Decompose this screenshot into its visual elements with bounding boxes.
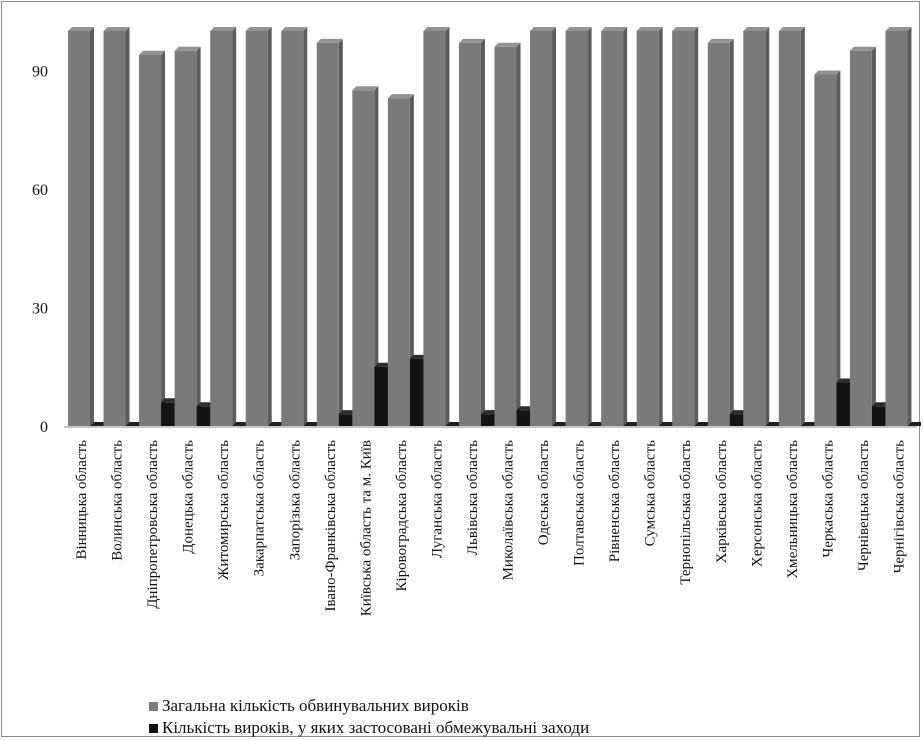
x-category-label-19: Харківська область	[714, 440, 730, 564]
x-category-label-17: Сумська область	[643, 440, 659, 547]
legend-item-restrictive-measures: Кількість вироків, у яких застосовані об…	[149, 718, 589, 738]
bar-restrictive-24	[907, 422, 921, 426]
bar-total-14	[530, 27, 557, 426]
legend-label-total-verdicts: Загальна кількість обвинувальних вироків	[162, 696, 469, 715]
x-category-label-7: Запорізька область	[287, 440, 303, 561]
bar-restrictive-17	[658, 422, 677, 426]
bar-total-12	[458, 38, 485, 426]
bar-total-15	[565, 27, 592, 426]
y-tick-label-30: 30	[32, 301, 48, 318]
y-tick-label-0: 0	[40, 419, 48, 436]
legend-swatch-restrictive-measures	[149, 723, 158, 733]
legend-label-restrictive-measures: Кількість вироків, у яких застосовані об…	[162, 718, 590, 737]
x-category-label-2: Волинська область	[110, 440, 126, 561]
bar-restrictive-21	[800, 422, 819, 426]
bar-total-18	[672, 27, 699, 426]
bar-restrictive-5	[232, 422, 251, 426]
bar-total-17	[636, 27, 663, 426]
bar-total-7	[281, 27, 308, 426]
legend-swatch-total-verdicts	[149, 701, 158, 711]
x-category-label-11: Луганська область	[429, 440, 445, 558]
bar-restrictive-16	[623, 422, 642, 426]
x-category-label-1: Вінницька область	[74, 440, 90, 560]
x-category-label-23: Чернівецька область	[856, 440, 872, 571]
bar-total-20	[743, 27, 770, 426]
bar-restrictive-20	[765, 422, 784, 426]
bar-total-21	[778, 27, 805, 426]
x-category-label-9: Київська область та м. Київ	[358, 440, 374, 616]
bar-restrictive-11	[445, 422, 464, 426]
x-category-label-16: Рівненська область	[607, 440, 623, 562]
bar-total-8	[316, 38, 343, 426]
x-category-label-13: Миколаївська область	[501, 440, 517, 581]
y-tick-label-60: 60	[32, 182, 48, 199]
bar-total-3	[139, 50, 166, 426]
x-category-label-18: Тернопільська область	[678, 440, 694, 585]
x-category-label-22: Черкаська область	[820, 440, 836, 558]
bar-restrictive-1	[90, 422, 108, 426]
x-category-label-24: Чернігівська область	[891, 440, 907, 573]
x-category-label-21: Хмельницька область	[785, 440, 801, 579]
bar-restrictive-7	[303, 422, 322, 426]
x-category-label-15: Полтавська область	[572, 440, 588, 566]
bar-total-4	[174, 46, 201, 426]
x-category-label-5: Житомирська область	[216, 440, 232, 580]
bar-total-1	[68, 27, 94, 426]
bar-total-19	[707, 38, 734, 426]
bar-total-6	[245, 27, 272, 426]
bars-layer	[68, 27, 921, 427]
bar-total-11	[423, 27, 450, 426]
x-axis-category-labels: Вінницька область Волинська область Дніпро…	[74, 440, 907, 616]
x-category-label-4: Донецька область	[181, 440, 197, 554]
x-category-label-14: Одеська область	[536, 440, 552, 545]
bar-total-5	[210, 27, 237, 426]
bar-restrictive-2	[125, 422, 144, 426]
x-category-label-12: Львівська область	[465, 440, 481, 555]
bar-total-9	[352, 86, 379, 426]
x-category-label-10: Кіровоградська область	[394, 440, 410, 592]
x-category-label-8: Івано-Франківська область	[323, 440, 339, 612]
bar-restrictive-18	[694, 422, 713, 426]
x-category-label-20: Херсонська область	[749, 440, 765, 567]
bar-restrictive-14	[552, 422, 571, 426]
legend-item-total-verdicts: Загальна кількість обвинувальних вироків	[149, 696, 469, 716]
y-tick-label-90: 90	[32, 64, 48, 81]
bar-restrictive-6	[267, 422, 286, 426]
x-category-label-6: Закарпатська область	[252, 440, 268, 577]
bar-total-22	[814, 70, 841, 426]
x-category-label-3: Дніпропетровська область	[145, 440, 161, 609]
bar-total-2	[103, 27, 130, 426]
bar-total-13	[494, 42, 521, 427]
bar-total-10	[387, 94, 414, 427]
y-axis-ticks: 0 30 60 90	[32, 64, 48, 437]
bar-total-16	[601, 27, 628, 426]
bar-total-23	[849, 46, 876, 426]
bar-restrictive-15	[587, 422, 606, 426]
bar-total-24	[885, 27, 912, 426]
